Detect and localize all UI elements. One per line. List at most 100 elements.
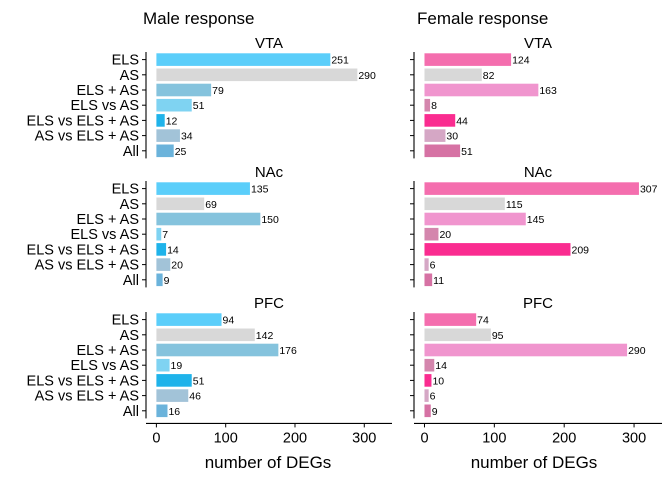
- male-nac-title: NAc: [255, 164, 284, 181]
- male-vta-category-label: ELS + AS: [77, 83, 139, 99]
- male-nac-category-label: All: [123, 273, 139, 289]
- female-nac-value-label: 6: [430, 260, 436, 272]
- male-vta-value-label: 25: [175, 146, 187, 158]
- female-nac-bar-as: [424, 197, 505, 211]
- male-pfc-value-label: 16: [168, 406, 180, 418]
- male-x-tick-label: 0: [152, 430, 160, 446]
- male-vta-bar-as-vs-els-as: [156, 129, 180, 142]
- female-pfc-bar-as-vs-els-as: [424, 389, 429, 402]
- male-nac-value-label: 135: [251, 184, 269, 196]
- female-pfc-bar-els: [424, 313, 477, 326]
- male-pfc-category-label: ELS + AS: [77, 343, 139, 359]
- male-pfc-category-label: All: [123, 404, 139, 420]
- male-x-tick-label: 300: [352, 430, 376, 446]
- female-vta-value-label: 30: [446, 131, 458, 143]
- female-pfc-value-label: 74: [477, 315, 489, 327]
- male-pfc-category-label: AS vs ELS + AS: [35, 389, 139, 405]
- male-vta-value-label: 12: [166, 115, 178, 127]
- female-x-tick-label: 200: [552, 430, 576, 446]
- female-vta-bar-as-vs-els-as: [424, 129, 446, 142]
- male-nac-bar-as-vs-els-as: [156, 258, 171, 271]
- male-nac-category-label: ELS vs ELS + AS: [27, 242, 139, 258]
- male-vta-category-label: ELS: [112, 53, 139, 69]
- female-x-axis-label: number of DEGs: [471, 453, 598, 472]
- female-vta-bar-els-as: [424, 83, 539, 97]
- female-nac-value-label: 145: [527, 214, 545, 226]
- female-vta-value-label: 44: [456, 115, 468, 127]
- female-vta-bar-els: [424, 53, 512, 66]
- female-vta-bar-as: [424, 68, 482, 82]
- male-pfc-category-label: ELS vs AS: [70, 358, 139, 374]
- male-pfc-bar-els-as: [156, 343, 279, 357]
- female-pfc-title: PFC: [523, 295, 553, 312]
- male-pfc-category-label: ELS: [112, 313, 139, 329]
- female-vta-value-label: 8: [431, 100, 437, 112]
- male-pfc-bar-els-vs-els-as: [156, 374, 192, 387]
- male-pfc-bar-els-vs-as: [156, 358, 170, 372]
- male-vta-category-label: AS: [120, 68, 139, 84]
- male-vta-category-label: ELS vs AS: [70, 98, 139, 114]
- male-nac-bar-els-as: [156, 212, 261, 226]
- male-vta-category-label: All: [123, 144, 139, 160]
- male-pfc-bar-all: [156, 404, 168, 418]
- male-nac-category-label: AS vs ELS + AS: [35, 258, 139, 274]
- male-nac-category-label: AS: [120, 197, 139, 213]
- male-nac-bar-els-vs-els-as: [156, 243, 167, 256]
- male-pfc-value-label: 176: [279, 345, 297, 357]
- male-nac-value-label: 9: [164, 275, 170, 287]
- female-nac-bar-els-as: [424, 212, 526, 226]
- male-vta-bar-els: [156, 53, 331, 66]
- female-pfc-bar-els-as: [424, 343, 628, 357]
- female-pfc-value-label: 6: [430, 391, 436, 403]
- female-nac-value-label: 209: [571, 244, 589, 256]
- male-nac-category-label: ELS vs AS: [70, 227, 139, 243]
- male-x-tick-label: 200: [283, 430, 307, 446]
- male-nac-bar-as: [156, 197, 205, 211]
- female-nac-value-label: 20: [439, 229, 451, 241]
- male-pfc-value-label: 94: [223, 315, 235, 327]
- female-vta-value-label: 163: [539, 85, 557, 97]
- male-nac-bar-els-vs-as: [156, 227, 162, 241]
- female-x-tick-label: 100: [482, 430, 506, 446]
- female-vta-bar-all: [424, 144, 461, 158]
- female-pfc-bar-as: [424, 328, 491, 342]
- female-nac-value-label: 307: [640, 184, 658, 196]
- female-x-tick-label: 0: [420, 430, 428, 446]
- male-nac-category-label: ELS: [112, 182, 139, 198]
- male-x-tick-label: 100: [214, 430, 238, 446]
- male-nac-value-label: 7: [162, 229, 168, 241]
- female-pfc-value-label: 9: [432, 406, 438, 418]
- female-nac-title: NAc: [524, 164, 553, 181]
- male-vta-bar-as: [156, 68, 358, 82]
- male-nac-bar-els: [156, 182, 250, 195]
- male-nac-value-label: 150: [261, 214, 279, 226]
- female-column-title: Female response: [417, 9, 548, 28]
- female-vta-title: VTA: [524, 35, 552, 52]
- female-nac-bar-els-vs-as: [424, 227, 439, 241]
- male-nac-value-label: 14: [167, 244, 179, 256]
- male-vta-value-label: 290: [358, 70, 376, 82]
- female-vta-value-label: 51: [461, 146, 473, 158]
- female-nac-bar-as-vs-els-as: [424, 258, 429, 271]
- female-pfc-bar-els-vs-els-as: [424, 374, 432, 387]
- male-pfc-bar-as: [156, 328, 255, 342]
- female-pfc-bar-els-vs-as: [424, 358, 435, 372]
- female-vta-bar-els-vs-els-as: [424, 114, 456, 127]
- male-vta-category-label: ELS vs ELS + AS: [27, 113, 139, 129]
- female-pfc-bar-all: [424, 404, 431, 418]
- male-nac-bar-all: [156, 273, 163, 287]
- male-vta-value-label: 79: [212, 85, 224, 97]
- male-pfc-title: PFC: [254, 295, 284, 312]
- female-nac-value-label: 115: [506, 199, 523, 211]
- male-vta-value-label: 34: [181, 131, 193, 143]
- male-pfc-value-label: 142: [256, 330, 274, 342]
- male-nac-category-label: ELS + AS: [77, 212, 139, 228]
- male-column-title: Male response: [143, 9, 255, 28]
- female-nac-bar-els-vs-els-as: [424, 243, 571, 256]
- female-pfc-value-label: 14: [435, 360, 447, 372]
- female-pfc-value-label: 95: [492, 330, 504, 342]
- male-nac-value-label: 69: [205, 199, 217, 211]
- male-pfc-bar-els: [156, 313, 222, 326]
- male-vta-bar-els-vs-els-as: [156, 114, 165, 127]
